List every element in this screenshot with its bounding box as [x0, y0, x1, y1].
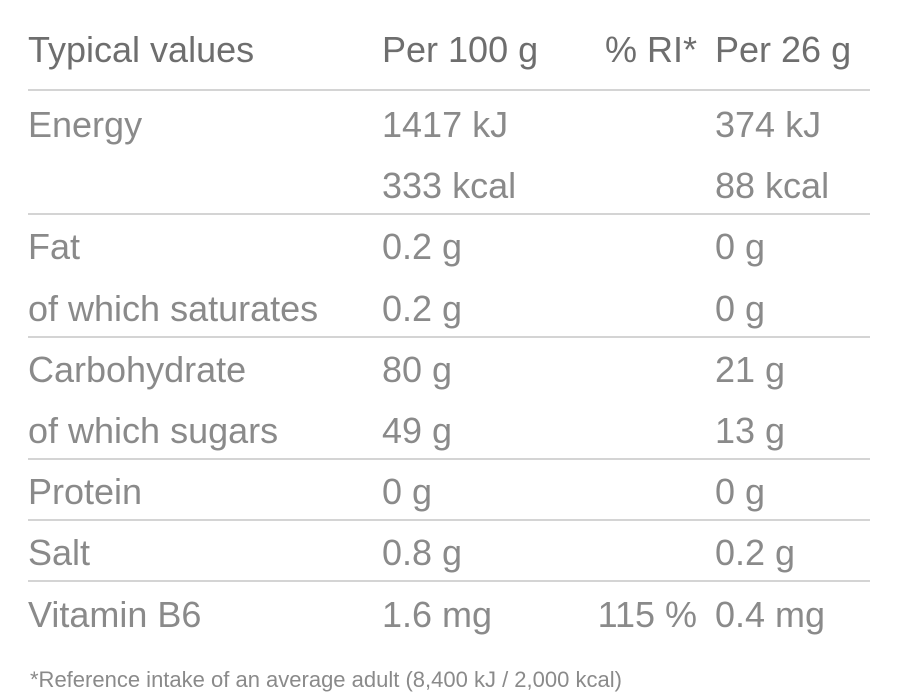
ri-cell: % RI* [604, 29, 697, 70]
per-serving-cell: 0 g [715, 226, 766, 268]
per-serving-cell: 21 g [715, 348, 786, 390]
per-serving-cell: 13 g [715, 410, 786, 451]
per-serving-cell: 0.2 g [715, 532, 796, 574]
row-rule [28, 519, 870, 522]
per-serving-cell: 374 kJ [715, 104, 822, 145]
per-100g-cell: 1417 kJ [382, 104, 509, 145]
per-serving-cell: 0 g [715, 287, 766, 329]
row-rule [28, 458, 870, 460]
per-serving-cell: 0.4 mg [715, 593, 826, 635]
per-100g-cell: 49 g [382, 410, 453, 451]
ri-cell: 115 % [597, 593, 697, 635]
per-100g-cell: 0 g [382, 471, 433, 513]
per-100g-cell: 0.8 g [382, 532, 463, 574]
footnote: *Reference intake of an average adult (8… [30, 667, 622, 692]
per-100g-cell: Per 100 g [382, 29, 539, 70]
per-100g-cell: 333 kcal [382, 165, 517, 207]
nutrient-cell: of which sugars [28, 410, 279, 451]
per-100g-cell: 0.2 g [382, 287, 463, 329]
nutrient-cell: Energy [28, 104, 143, 145]
nutrient-cell: Protein [28, 471, 143, 513]
nutrient-cell: Typical values [28, 29, 255, 70]
per-100g-cell: 1.6 mg [382, 593, 493, 635]
per-100g-cell: 80 g [382, 348, 453, 390]
nutrient-cell: of which saturates [28, 287, 319, 329]
nutrient-cell: Vitamin B6 [28, 593, 202, 635]
per-100g-cell: 0.2 g [382, 226, 463, 268]
header-rule [28, 89, 870, 91]
per-serving-cell: 0 g [715, 471, 766, 513]
nutrient-cell: Fat [28, 226, 81, 268]
nutrient-cell: Carbohydrate [28, 348, 247, 390]
per-serving-cell: Per 26 g [715, 29, 852, 70]
row-rule [28, 335, 870, 338]
row-rule [28, 213, 870, 216]
nutrient-cell: Salt [28, 532, 91, 574]
per-serving-cell: 88 kcal [715, 165, 830, 207]
row-rule [28, 580, 870, 583]
